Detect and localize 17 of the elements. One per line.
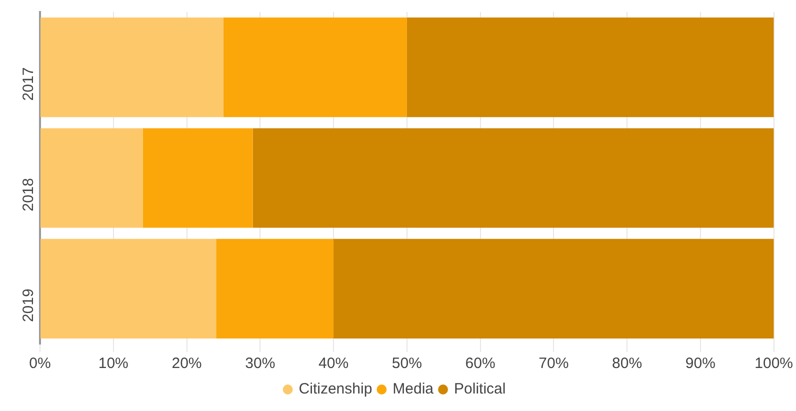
legend-label: Political xyxy=(454,380,506,398)
x-tick-label: 90% xyxy=(685,355,716,372)
x-tick-label: 40% xyxy=(318,355,349,372)
x-tick-label: 30% xyxy=(245,355,276,372)
y-tick-label: 2018 xyxy=(20,178,38,212)
legend-label: Media xyxy=(392,380,434,398)
x-tick-label: 80% xyxy=(612,355,642,372)
x-tick-label: 70% xyxy=(538,355,569,372)
legend-label: Citizenship xyxy=(298,380,372,398)
x-tick-label: 100% xyxy=(754,355,794,372)
x-tick-label: 10% xyxy=(98,355,128,372)
x-tick-label: 50% xyxy=(392,355,422,372)
y-tick-label: 2019 xyxy=(20,288,38,322)
x-tick-label: 60% xyxy=(465,355,496,372)
x-tick-label: 0% xyxy=(29,355,51,372)
x-tick-label: 20% xyxy=(172,355,202,372)
y-tick-label: 2017 xyxy=(20,67,38,101)
